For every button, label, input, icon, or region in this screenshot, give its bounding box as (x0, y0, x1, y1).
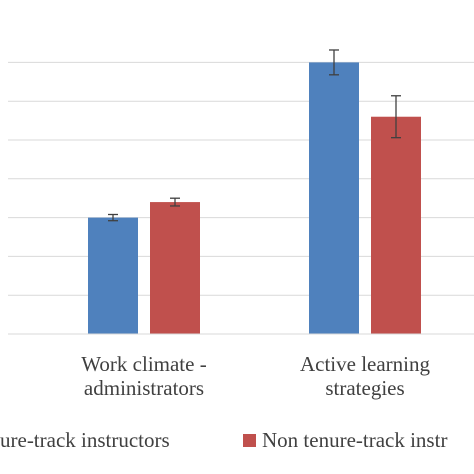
error-bars-group (108, 49, 401, 222)
category-labels: Work climate -administrators Active learn… (81, 352, 430, 400)
bar-1-1 (371, 116, 421, 334)
category-label: administrators (84, 376, 204, 400)
bar-1-0 (150, 202, 200, 334)
category-label: strategies (325, 376, 404, 400)
gridlines (8, 61, 474, 296)
legend-label-non-tenure-track: Non tenure-track instr (262, 428, 447, 452)
bar-0-1 (309, 62, 359, 335)
bar-0-0 (88, 217, 138, 334)
bars-group (88, 62, 421, 335)
category-label: Active learning (300, 352, 431, 376)
category-label: Work climate - (81, 352, 206, 376)
legend-label-tenure-track: ure-track instructors (0, 428, 170, 452)
legend: ure-track instructors Non tenure-track in… (0, 428, 447, 452)
legend-swatch-non-tenure-track (243, 434, 256, 447)
